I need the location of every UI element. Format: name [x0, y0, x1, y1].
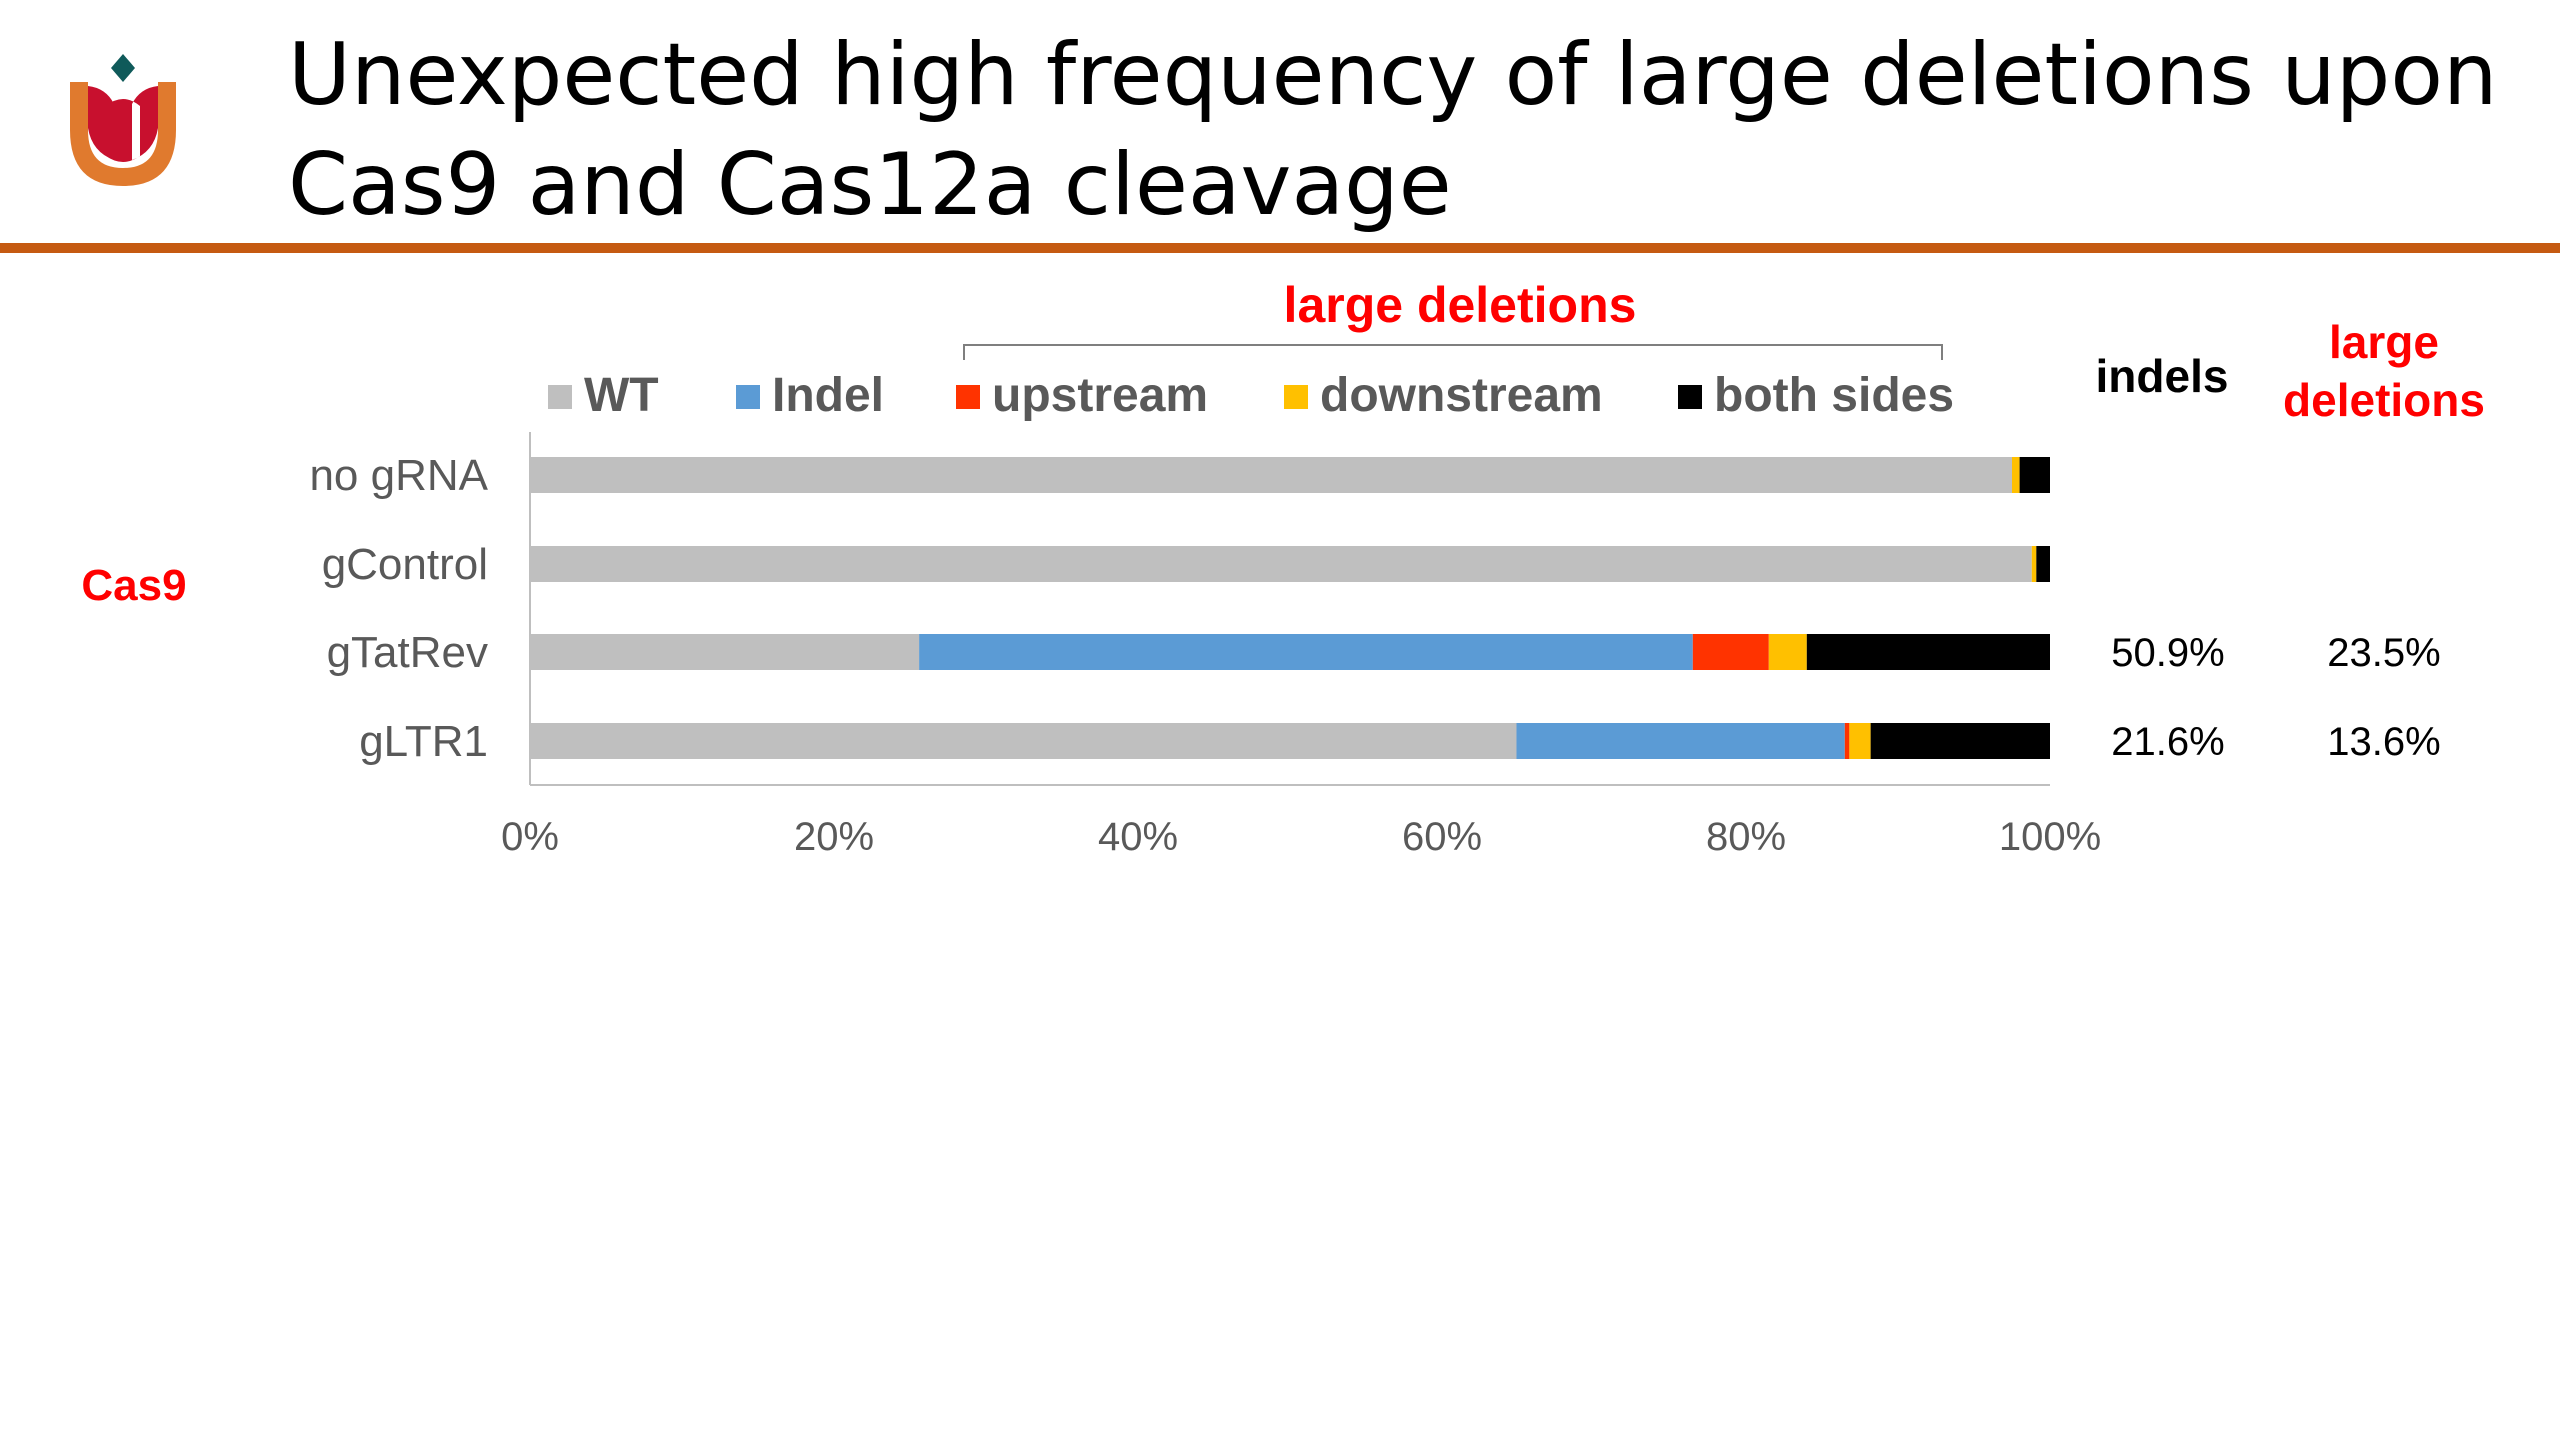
large-deletions-column-header-line-1: large [2329, 316, 2439, 368]
bar-gltr1-both-sides [1870, 723, 2050, 759]
bar-gtatrev-upstream [1692, 634, 1769, 670]
x-tick-label-0: 0% [501, 815, 559, 859]
bar-no-grna-both-sides [2019, 457, 2050, 493]
slide-title: Unexpected high frequency of large delet… [288, 20, 2528, 240]
legend-label-wt: WT [584, 369, 659, 422]
bar-gltr1-wt [530, 723, 1517, 759]
indels-value-gtatrev: 50.9% [2111, 631, 2224, 675]
logo-u-shape [70, 82, 176, 186]
bar-gtatrev-both-sides [1806, 634, 2050, 670]
large-deletions-value-gtatrev: 23.5% [2327, 631, 2440, 675]
category-label-no-grna: no gRNA [309, 451, 488, 500]
bar-gcontrol-both-sides [2036, 546, 2050, 582]
x-tick-label-100: 100% [1999, 815, 2101, 859]
logo-petals [88, 86, 158, 162]
tulip-u-logo-icon [70, 54, 176, 186]
bar-gltr1-downstream [1849, 723, 1871, 759]
large-deletions-column-header-line-2: deletions [2283, 374, 2485, 426]
indels-value-gltr1: 21.6% [2111, 720, 2224, 764]
legend-swatch-indel [736, 385, 760, 409]
bar-gcontrol-downstream [2031, 546, 2037, 582]
bar-no-grna-wt [530, 457, 2012, 493]
indels-column-header: indels [2096, 350, 2229, 402]
side-column-headers: indels large deletions [2096, 316, 2485, 426]
x-tick-label-40: 40% [1098, 815, 1178, 859]
bar-series [530, 457, 2050, 759]
bar-gtatrev-wt [530, 634, 920, 670]
side-values: 50.9% 23.5% 21.6% 13.6% [2111, 631, 2440, 764]
slide-title-line-2: Cas9 and Cas12a cleavage [288, 135, 1452, 235]
logo-diamond [111, 54, 135, 82]
x-axis: 0% 20% 40% 60% 80% 100% [501, 432, 2101, 859]
slide-title-line-1: Unexpected high frequency of large delet… [288, 25, 2498, 125]
group-label-cas9: Cas9 [81, 561, 186, 610]
category-label-gltr1: gLTR1 [359, 717, 488, 766]
bar-gtatrev-downstream [1768, 634, 1807, 670]
bar-gcontrol-wt [530, 546, 2032, 582]
x-tick-label-60: 60% [1402, 815, 1482, 859]
category-label-gcontrol: gControl [322, 540, 488, 589]
legend-label-both-sides: both sides [1714, 369, 1954, 422]
legend-label-upstream: upstream [992, 369, 1208, 422]
large-deletions-bracket-group: large deletions [963, 277, 1943, 360]
bar-gltr1-indel [1516, 723, 1845, 759]
category-label-gtatrev: gTatRev [327, 628, 488, 677]
bracket-label: large deletions [1284, 277, 1637, 333]
bracket-line [963, 344, 1943, 360]
legend-swatch-both-sides [1678, 385, 1702, 409]
bar-no-grna-downstream [2012, 457, 2020, 493]
category-labels: no gRNA gControl gTatRev gLTR1 [309, 451, 488, 766]
legend-swatch-upstream [956, 385, 980, 409]
legend-label-downstream: downstream [1320, 369, 1603, 422]
legend-label-indel: Indel [772, 369, 884, 422]
x-tick-label-80: 80% [1706, 815, 1786, 859]
stacked-bar-chart: large deletions WT Indel upstream downstrea… [81, 277, 2485, 859]
large-deletions-value-gltr1: 13.6% [2327, 720, 2440, 764]
bar-gltr1-upstream [1844, 723, 1850, 759]
title-divider [0, 243, 2560, 253]
legend: WT Indel upstream downstream both sides [548, 369, 1954, 422]
legend-swatch-wt [548, 385, 572, 409]
x-tick-label-20: 20% [794, 815, 874, 859]
bar-gtatrev-indel [919, 634, 1693, 670]
legend-swatch-downstream [1284, 385, 1308, 409]
